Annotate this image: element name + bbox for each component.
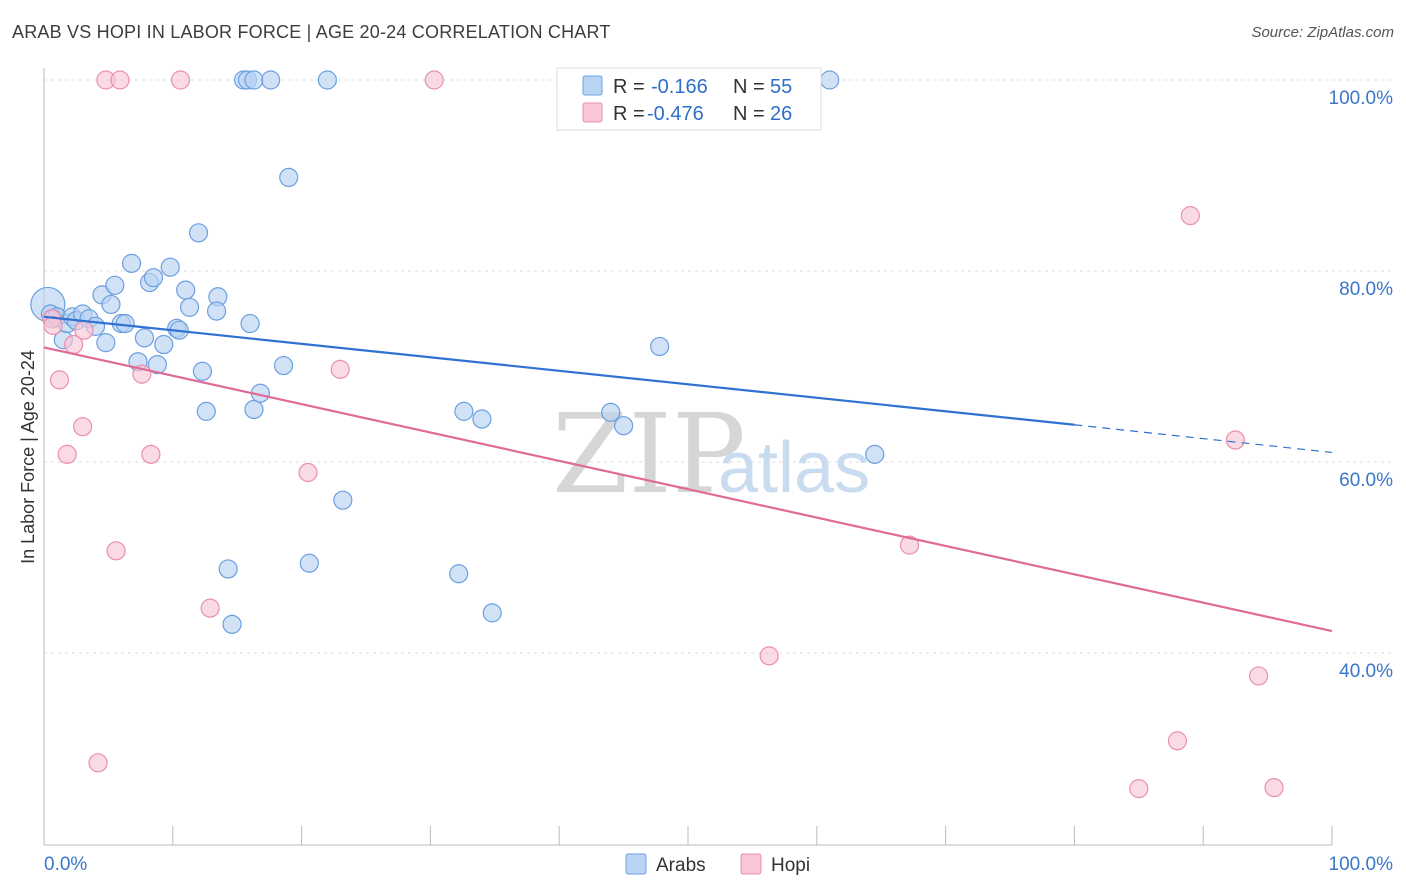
arabs-point-54 xyxy=(650,336,670,357)
bottom-legend-hopi-swatch xyxy=(740,853,762,875)
arabs-series-points xyxy=(30,70,885,634)
arabs-point-45 xyxy=(299,553,319,573)
hopi-point-25 xyxy=(1264,778,1284,798)
y-tick-label-100: 100.0% xyxy=(1329,88,1394,109)
arabs-point-46 xyxy=(317,70,337,90)
y-tick-label-40: 40.0% xyxy=(1339,661,1393,682)
arabs-point-12 xyxy=(96,333,116,353)
legend-hopi-r-label: R = xyxy=(613,103,645,125)
hopi-point-17 xyxy=(424,70,444,90)
y-tick-label-60: 60.0% xyxy=(1339,470,1393,491)
arabs-trend-line xyxy=(43,315,1075,426)
hopi-point-12 xyxy=(141,444,161,464)
arabs-point-30 xyxy=(192,361,213,381)
x-tick-label-min: 0.0% xyxy=(44,854,87,875)
hopi-point-13 xyxy=(170,70,191,90)
watermark-zip: ZIP xyxy=(552,390,746,518)
arabs-point-19 xyxy=(134,328,155,348)
arabs-point-23 xyxy=(154,334,174,355)
arabs-point-43 xyxy=(273,355,294,376)
hopi-point-16 xyxy=(330,359,350,379)
legend-arabs-n-value: 55 xyxy=(770,76,792,98)
hopi-point-5 xyxy=(73,417,93,437)
hopi-trend-line xyxy=(43,346,1333,633)
source-label: Source: ZipAtlas.com xyxy=(1251,24,1394,41)
arabs-point-35 xyxy=(222,614,242,634)
arabs-point-33 xyxy=(206,301,227,321)
arabs-point-13 xyxy=(101,294,121,315)
hopi-series-points xyxy=(42,70,1284,799)
hopi-point-7 xyxy=(88,753,108,773)
hopi-point-18 xyxy=(899,535,920,555)
hopi-point-14 xyxy=(200,598,220,618)
arabs-point-24 xyxy=(160,257,180,277)
arabs-point-29 xyxy=(188,223,209,243)
arabs-trend-line-extension xyxy=(1074,424,1333,454)
hopi-point-22 xyxy=(1180,206,1200,226)
chart-title: ARAB VS HOPI IN LABOR FORCE | AGE 20-24 … xyxy=(12,22,611,42)
y-axis-tick-labels: 40.0% 60.0% 80.0% 100.0% xyxy=(1329,88,1394,682)
arabs-point-56 xyxy=(865,444,885,464)
bottom-legend-arabs-label: Arabs xyxy=(656,855,706,876)
arabs-point-28 xyxy=(179,297,200,317)
arabs-point-40 xyxy=(244,399,264,420)
arabs-point-22 xyxy=(147,354,167,375)
legend-arabs-n-label: N = xyxy=(733,76,765,98)
hopi-point-6 xyxy=(74,320,94,340)
hopi-point-2 xyxy=(49,370,70,390)
legend-arabs-r-value: -0.166 xyxy=(651,76,708,98)
legend-hopi-swatch xyxy=(582,102,603,123)
arabs-point-14 xyxy=(105,275,125,295)
hopi-point-24 xyxy=(1248,666,1269,686)
arabs-point-44 xyxy=(279,167,299,188)
arabs-point-16 xyxy=(115,313,135,334)
hopi-point-3 xyxy=(57,444,77,464)
arabs-point-49 xyxy=(454,401,474,421)
arabs-point-50 xyxy=(472,409,492,429)
arabs-point-51 xyxy=(482,603,502,623)
hopi-point-15 xyxy=(298,462,318,483)
y-axis-label: In Labor Force | Age 20-24 xyxy=(18,350,38,564)
arabs-point-39 xyxy=(240,313,260,334)
trend-lines xyxy=(43,315,1333,633)
y-tick-label-80: 80.0% xyxy=(1339,279,1393,300)
hopi-point-20 xyxy=(1129,779,1149,799)
arabs-point-53 xyxy=(613,416,634,436)
legend-hopi-r-value: -0.476 xyxy=(647,103,704,125)
legend-box: R = -0.166 N = 55 R = -0.476 N = 26 xyxy=(556,67,822,131)
arabs-point-31 xyxy=(196,401,216,421)
hopi-point-21 xyxy=(1167,731,1188,751)
legend-hopi-n-value: 26 xyxy=(770,103,792,125)
bottom-legend-arabs-swatch xyxy=(625,853,647,875)
legend-arabs-r-label: R = xyxy=(613,76,645,98)
hopi-point-1 xyxy=(43,315,63,336)
arabs-point-21 xyxy=(143,268,164,288)
watermark-atlas: atlas xyxy=(718,428,870,508)
legend-hopi-n-label: N = xyxy=(733,103,765,125)
x-axis-ticks xyxy=(172,826,1333,845)
hopi-point-9 xyxy=(106,541,126,561)
legend-arabs-swatch xyxy=(582,75,603,96)
arabs-point-55 xyxy=(820,70,840,90)
arabs-point-17 xyxy=(121,253,142,273)
bottom-legend-hopi-label: Hopi xyxy=(771,855,810,876)
arabs-point-27 xyxy=(176,280,196,300)
arabs-point-34 xyxy=(218,559,238,579)
bottom-legend: Arabs Hopi xyxy=(625,853,810,876)
hopi-point-10 xyxy=(110,70,130,90)
x-tick-label-max: 100.0% xyxy=(1329,854,1394,875)
grid-lines xyxy=(44,79,1393,654)
arabs-point-38 xyxy=(244,70,264,90)
hopi-point-23 xyxy=(1225,430,1246,450)
arabs-point-47 xyxy=(333,490,353,510)
arabs-point-48 xyxy=(449,564,469,584)
arabs-point-42 xyxy=(261,70,281,90)
arabs-point-52 xyxy=(601,402,621,422)
hopi-point-19 xyxy=(759,646,779,666)
